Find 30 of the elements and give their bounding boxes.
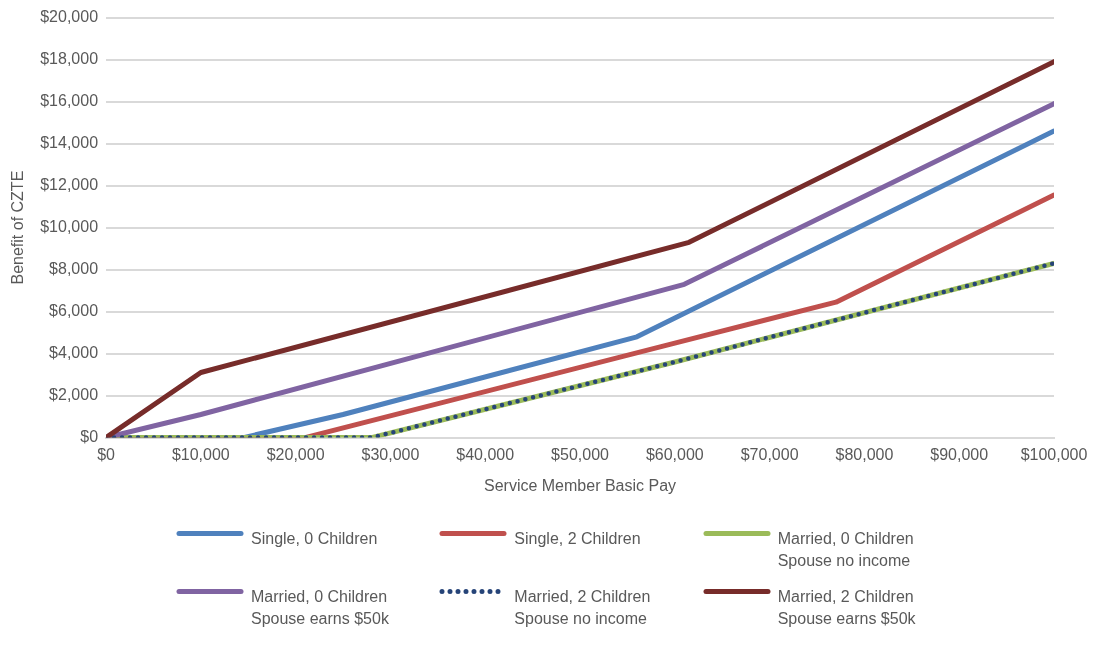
x-tick-label: $90,000 [930,445,989,463]
y-tick-label: $18,000 [40,50,99,68]
y-tick-label: $10,000 [40,218,99,236]
y-axis-title: Benefit of CZTE [9,170,27,285]
x-tick-label: $50,000 [551,445,610,463]
y-tick-label: $16,000 [40,92,99,110]
x-tick-label: $100,000 [1020,445,1088,463]
x-tick-label: $20,000 [266,445,325,463]
x-axis-title: Service Member Basic Pay [483,476,677,494]
y-tick-label: $2,000 [49,386,99,404]
legend-label: Married, 0 Children Spouse earns $50k [251,587,390,629]
y-tick-label: $14,000 [40,134,99,152]
x-tick-label: $70,000 [740,445,799,463]
x-tick-label: $60,000 [645,445,704,463]
x-tick-label: $30,000 [361,445,420,463]
y-tick-label: $12,000 [40,176,99,194]
y-tick-label: $6,000 [49,302,99,320]
y-tick-label: $0 [80,428,99,446]
x-tick-label: $40,000 [456,445,515,463]
legend-label: Married, 0 Children Spouse no income [777,529,915,571]
y-tick-label: $4,000 [49,344,99,362]
y-tick-label: $8,000 [49,260,99,278]
x-tick-label: $80,000 [835,445,894,463]
x-tick-label: $10,000 [171,445,230,463]
legend-label: Married, 2 Children Spouse earns $50k [777,587,917,629]
x-tick-label: $0 [97,445,116,463]
legend-label: Single, 2 Children [514,529,642,549]
legend-label: Single, 0 Children [251,529,379,549]
legend-label: Married, 2 Children Spouse no income [514,587,652,629]
y-tick-label: $20,000 [40,8,99,26]
